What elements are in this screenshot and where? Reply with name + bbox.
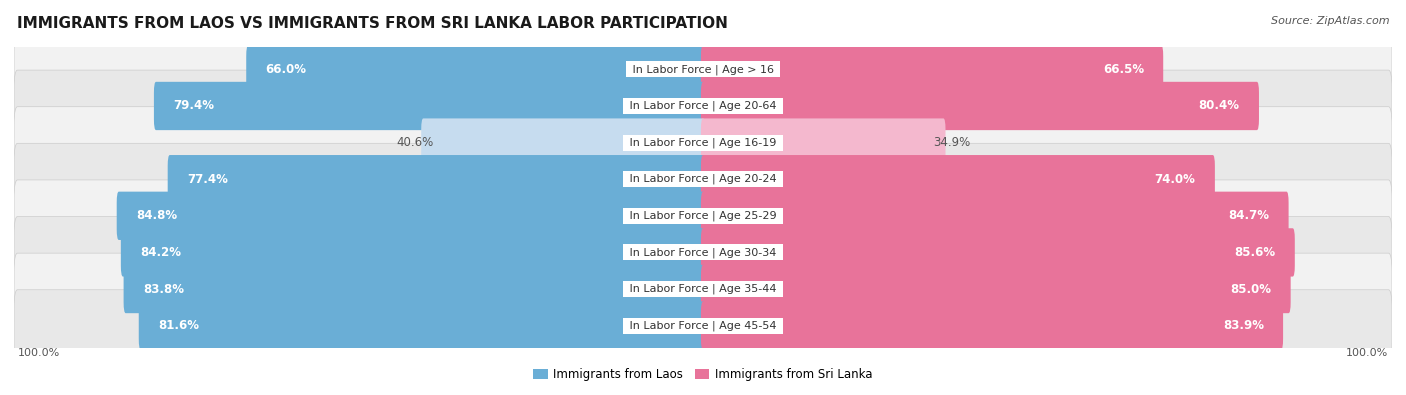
FancyBboxPatch shape xyxy=(14,34,1392,105)
Text: 40.6%: 40.6% xyxy=(396,136,433,149)
Text: In Labor Force | Age 30-34: In Labor Force | Age 30-34 xyxy=(626,247,780,258)
FancyBboxPatch shape xyxy=(139,301,704,350)
Text: In Labor Force | Age 35-44: In Labor Force | Age 35-44 xyxy=(626,284,780,294)
FancyBboxPatch shape xyxy=(121,228,704,276)
Text: 34.9%: 34.9% xyxy=(934,136,970,149)
Text: In Labor Force | Age 20-24: In Labor Force | Age 20-24 xyxy=(626,174,780,184)
FancyBboxPatch shape xyxy=(702,45,1163,94)
Text: 80.4%: 80.4% xyxy=(1199,100,1240,113)
Text: 100.0%: 100.0% xyxy=(1347,348,1389,357)
Text: 85.6%: 85.6% xyxy=(1234,246,1275,259)
FancyBboxPatch shape xyxy=(702,82,1258,130)
FancyBboxPatch shape xyxy=(702,118,945,167)
FancyBboxPatch shape xyxy=(702,265,1291,313)
Text: In Labor Force | Age 20-64: In Labor Force | Age 20-64 xyxy=(626,101,780,111)
FancyBboxPatch shape xyxy=(246,45,704,94)
FancyBboxPatch shape xyxy=(702,301,1284,350)
Text: In Labor Force | Age 16-19: In Labor Force | Age 16-19 xyxy=(626,137,780,148)
FancyBboxPatch shape xyxy=(702,155,1215,203)
Text: 81.6%: 81.6% xyxy=(157,319,200,332)
Text: IMMIGRANTS FROM LAOS VS IMMIGRANTS FROM SRI LANKA LABOR PARTICIPATION: IMMIGRANTS FROM LAOS VS IMMIGRANTS FROM … xyxy=(17,16,728,31)
Text: 66.0%: 66.0% xyxy=(266,63,307,76)
FancyBboxPatch shape xyxy=(14,253,1392,325)
FancyBboxPatch shape xyxy=(117,192,704,240)
FancyBboxPatch shape xyxy=(702,228,1295,276)
Legend: Immigrants from Laos, Immigrants from Sri Lanka: Immigrants from Laos, Immigrants from Sr… xyxy=(533,368,873,381)
Text: 79.4%: 79.4% xyxy=(173,100,214,113)
Text: Source: ZipAtlas.com: Source: ZipAtlas.com xyxy=(1271,16,1389,26)
FancyBboxPatch shape xyxy=(14,216,1392,288)
FancyBboxPatch shape xyxy=(14,290,1392,361)
FancyBboxPatch shape xyxy=(422,118,704,167)
FancyBboxPatch shape xyxy=(702,192,1289,240)
Text: 77.4%: 77.4% xyxy=(187,173,228,186)
Text: 66.5%: 66.5% xyxy=(1102,63,1144,76)
Text: 100.0%: 100.0% xyxy=(17,348,59,357)
Text: 83.8%: 83.8% xyxy=(143,282,184,295)
Text: 84.2%: 84.2% xyxy=(141,246,181,259)
Text: 74.0%: 74.0% xyxy=(1154,173,1195,186)
Text: 84.8%: 84.8% xyxy=(136,209,177,222)
Text: In Labor Force | Age 25-29: In Labor Force | Age 25-29 xyxy=(626,211,780,221)
FancyBboxPatch shape xyxy=(167,155,704,203)
FancyBboxPatch shape xyxy=(14,143,1392,215)
Text: 84.7%: 84.7% xyxy=(1229,209,1270,222)
Text: In Labor Force | Age > 16: In Labor Force | Age > 16 xyxy=(628,64,778,75)
FancyBboxPatch shape xyxy=(153,82,704,130)
Text: 83.9%: 83.9% xyxy=(1223,319,1264,332)
Text: 85.0%: 85.0% xyxy=(1230,282,1271,295)
FancyBboxPatch shape xyxy=(14,107,1392,179)
FancyBboxPatch shape xyxy=(14,70,1392,142)
FancyBboxPatch shape xyxy=(14,180,1392,252)
FancyBboxPatch shape xyxy=(124,265,704,313)
Text: In Labor Force | Age 45-54: In Labor Force | Age 45-54 xyxy=(626,320,780,331)
